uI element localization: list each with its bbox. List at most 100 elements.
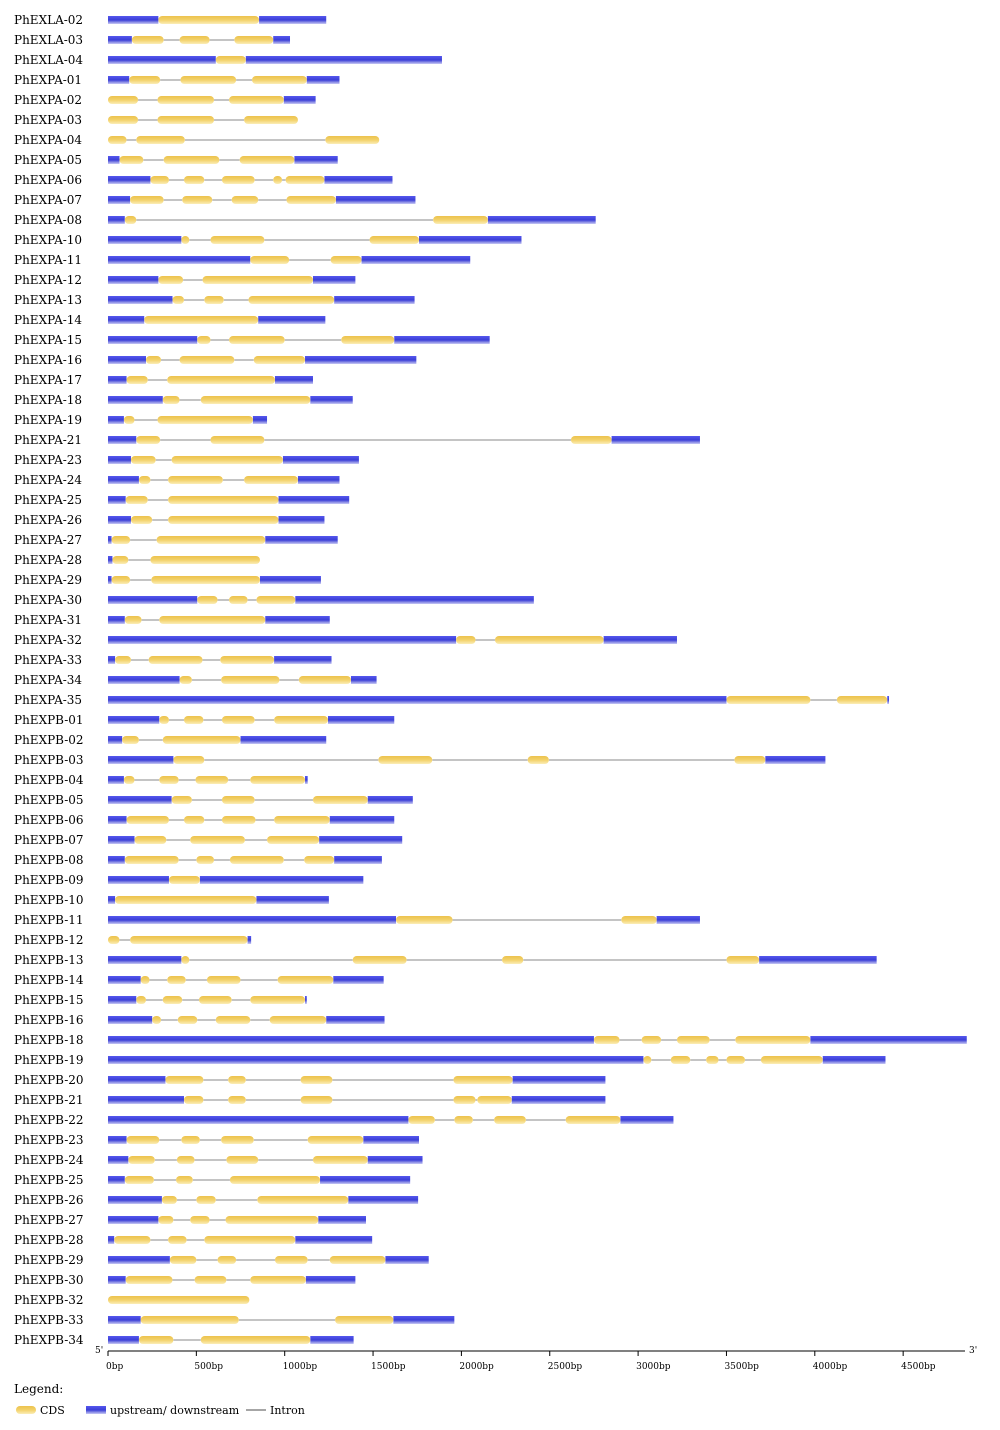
cds-exon <box>159 776 179 784</box>
cds-exon <box>453 1096 476 1104</box>
gene-row: PhEXPB-23 <box>14 1133 419 1147</box>
gene-row: PhEXPA-34 <box>14 673 377 687</box>
legend-label: Intron <box>270 1404 305 1417</box>
cds-exon <box>726 1056 746 1064</box>
gene-row: PhEXPB-05 <box>14 793 413 807</box>
gene-name: PhEXPB-01 <box>14 713 84 727</box>
cds-exon <box>670 1056 691 1064</box>
gene-name: PhEXPB-13 <box>14 953 84 967</box>
cds-exon <box>257 1196 349 1204</box>
downstream-utr <box>512 1076 606 1084</box>
gene-name: PhEXPB-10 <box>14 893 84 907</box>
downstream-utr <box>326 1016 385 1024</box>
upstream-utr <box>108 256 251 264</box>
downstream-utr <box>310 1336 354 1344</box>
upstream-utr <box>108 876 169 884</box>
cds-exon <box>138 476 151 484</box>
upstream-utr <box>108 776 124 784</box>
cds-exon <box>726 696 811 704</box>
gene-row: PhEXPB-24 <box>14 1153 423 1167</box>
cds-exon <box>111 536 131 544</box>
cds-exon <box>122 736 139 744</box>
downstream-utr <box>245 56 442 64</box>
cds-exon <box>206 976 241 984</box>
cds-exon <box>228 1076 246 1084</box>
cds-exon <box>183 716 204 724</box>
cds-exon <box>157 116 215 124</box>
gene-name: PhEXPA-28 <box>14 553 82 567</box>
upstream-utr <box>108 896 116 904</box>
cds-exon <box>130 456 156 464</box>
gene-name: PhEXPA-06 <box>14 173 82 187</box>
cds-exon <box>131 36 164 44</box>
cds-exon <box>335 1316 394 1324</box>
downstream-utr <box>306 76 340 84</box>
cds-exon <box>190 836 245 844</box>
downstream-utr <box>327 716 395 724</box>
cds-exon <box>226 1156 259 1164</box>
upstream-utr <box>108 856 125 864</box>
gene-name: PhEXPB-29 <box>14 1253 84 1267</box>
cds-exon <box>180 76 237 84</box>
cds-exon <box>454 1116 473 1124</box>
gene-name: PhEXPA-05 <box>14 153 82 167</box>
upstream-utr <box>108 436 137 444</box>
downstream-utr <box>283 96 316 104</box>
gene-name: PhEXPA-27 <box>14 533 82 547</box>
downstream-utr <box>274 376 313 384</box>
downstream-utr <box>256 896 329 904</box>
cds-exon <box>119 156 144 164</box>
gene-row: PhEXPB-02 <box>14 733 327 747</box>
downstream-utr <box>297 476 340 484</box>
cds-exon <box>125 1276 173 1284</box>
upstream-utr <box>108 56 216 64</box>
cds-exon <box>221 816 256 824</box>
cds-exon <box>225 1216 319 1224</box>
downstream-utr <box>385 1256 429 1264</box>
cds-exon <box>274 1256 308 1264</box>
gene-row: PhEXPA-08 <box>14 213 596 227</box>
upstream-utr <box>108 916 397 924</box>
cds-exon <box>168 496 279 504</box>
cds-exon <box>253 356 306 364</box>
cds-exon <box>570 436 612 444</box>
gene-row: PhEXPA-05 <box>14 153 338 167</box>
downstream-utr <box>367 796 413 804</box>
cds-exon <box>229 856 284 864</box>
gene-row: PhEXPA-19 <box>14 413 268 427</box>
upstream-utr <box>108 1216 159 1224</box>
cds-exon <box>643 1056 652 1064</box>
gene-name: PhEXPB-25 <box>14 1173 84 1187</box>
upstream-utr <box>108 1096 184 1104</box>
downstream-utr <box>822 1056 886 1064</box>
cds-exon <box>125 496 148 504</box>
upstream-utr <box>108 496 126 504</box>
axis-start-label: 5' <box>95 1346 103 1356</box>
cds-exon <box>183 176 205 184</box>
cds-exon <box>267 836 320 844</box>
upstream-utr <box>108 576 112 584</box>
cds-exon <box>199 996 232 1004</box>
downstream-utr <box>278 496 350 504</box>
cds-exon <box>329 1256 386 1264</box>
cds-exon <box>195 776 229 784</box>
cds-exon <box>453 1076 513 1084</box>
cds-exon <box>108 116 139 124</box>
cds-exon <box>527 756 549 764</box>
gene-row: PhEXPA-12 <box>14 273 356 287</box>
gene-row: PhEXPA-01 <box>14 73 340 87</box>
gene-row: PhEXPA-21 <box>14 433 700 447</box>
gene-name: PhEXPA-26 <box>14 513 82 527</box>
gene-name: PhEXPB-32 <box>14 1293 84 1307</box>
gene-name: PhEXPA-01 <box>14 73 82 87</box>
gene-row: PhEXPA-30 <box>14 593 534 607</box>
gene-row: PhEXPB-33 <box>14 1313 455 1327</box>
cds-exon <box>171 796 192 804</box>
downstream-utr <box>252 416 268 424</box>
cds-exon <box>396 916 453 924</box>
gene-row: PhEXPB-12 <box>14 933 252 947</box>
cds-exon <box>210 236 265 244</box>
upstream-utr <box>108 796 172 804</box>
cds-exon <box>676 1036 710 1044</box>
gene-name: PhEXPB-07 <box>14 833 84 847</box>
